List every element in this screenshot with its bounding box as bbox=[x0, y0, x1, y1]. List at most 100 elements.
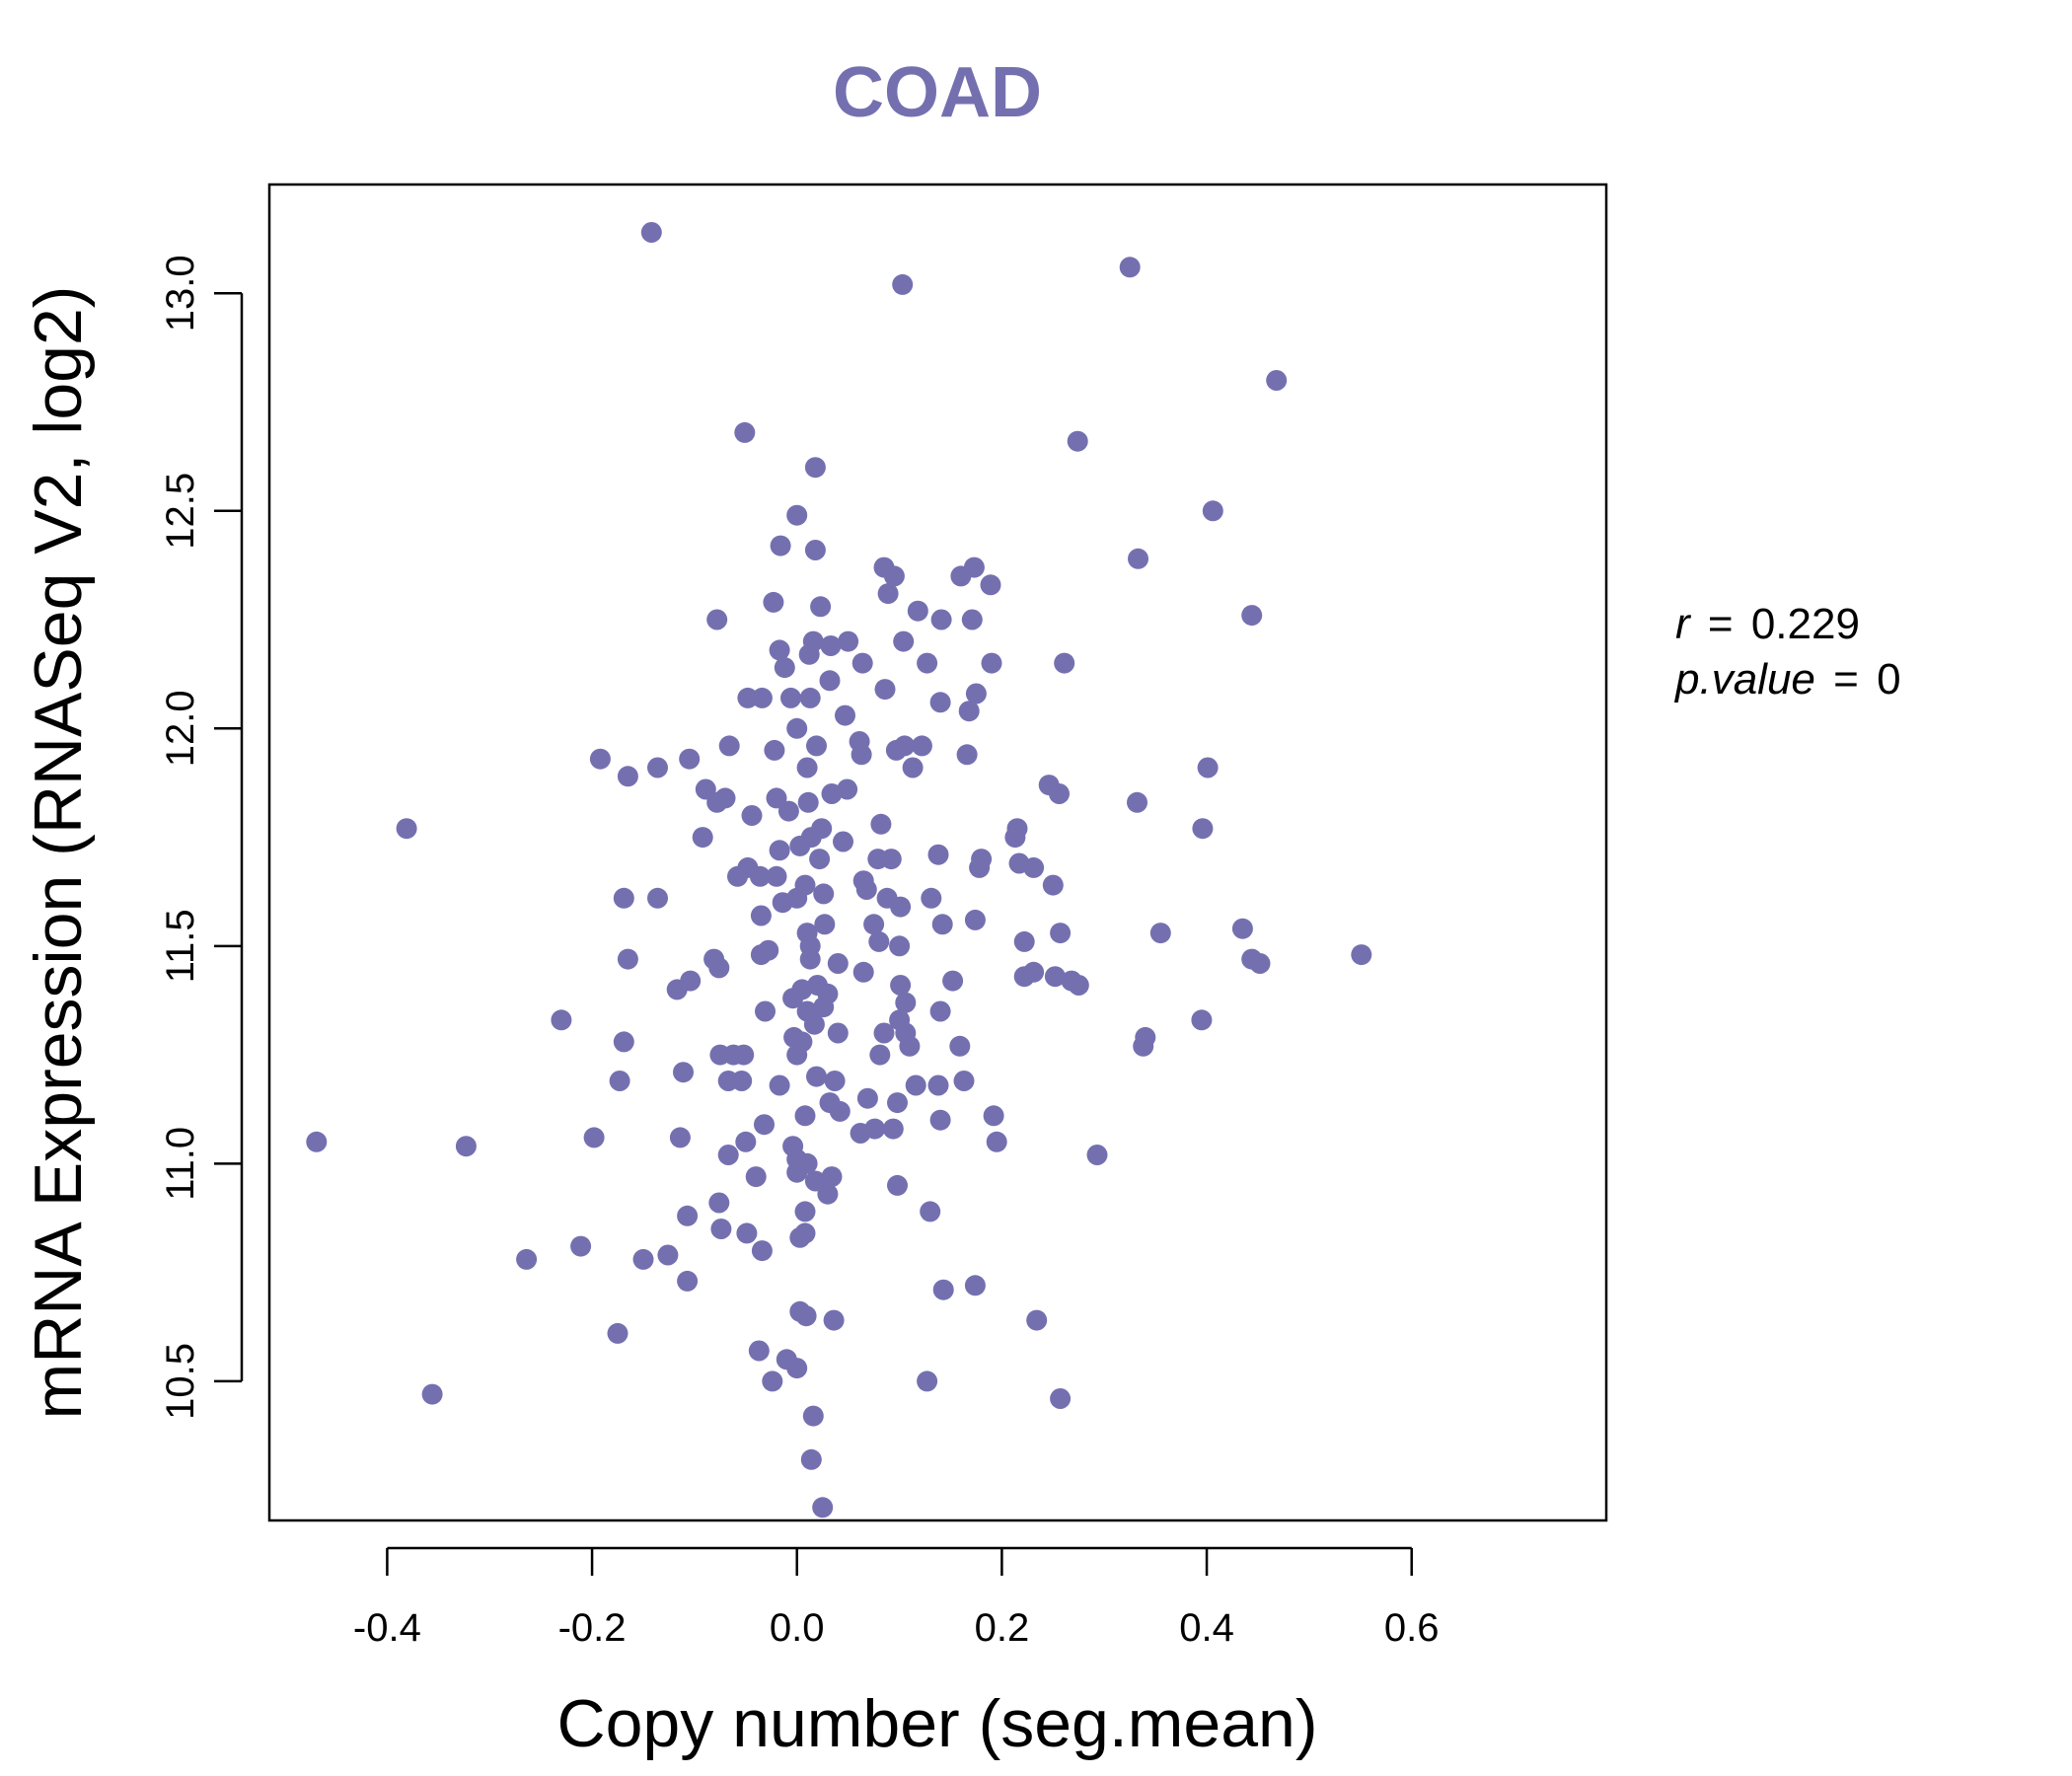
data-point bbox=[570, 1235, 592, 1257]
data-point bbox=[717, 1145, 739, 1165]
data-point bbox=[917, 652, 938, 674]
data-point bbox=[895, 992, 917, 1013]
data-point bbox=[1191, 1009, 1213, 1031]
x-tick-label: 0.2 bbox=[975, 1606, 1030, 1650]
data-point bbox=[827, 1022, 849, 1044]
data-point bbox=[965, 683, 987, 704]
data-point bbox=[770, 535, 791, 556]
data-point bbox=[956, 744, 978, 766]
data-point bbox=[950, 565, 972, 587]
r-symbol: r bbox=[1675, 600, 1692, 648]
data-point bbox=[882, 1118, 904, 1140]
data-point bbox=[745, 1166, 767, 1188]
data-point bbox=[763, 591, 784, 613]
data-point bbox=[827, 953, 849, 974]
data-point bbox=[737, 687, 759, 708]
data-point bbox=[755, 1000, 776, 1022]
data-point bbox=[1197, 757, 1219, 778]
data-point bbox=[786, 1161, 808, 1183]
chart-title: COAD bbox=[833, 53, 1042, 132]
data-point bbox=[749, 865, 771, 887]
data-point bbox=[920, 1201, 941, 1222]
data-point bbox=[727, 865, 748, 887]
data-point bbox=[929, 1000, 951, 1022]
data-point bbox=[1013, 966, 1035, 988]
data-point bbox=[769, 840, 790, 861]
data-point bbox=[929, 1109, 951, 1131]
data-point bbox=[814, 914, 836, 935]
data-point bbox=[589, 748, 611, 770]
x-axis: -0.4 -0.2 0.0 0.2 0.4 0.6 bbox=[353, 1546, 1440, 1650]
data-point bbox=[890, 975, 912, 996]
data-point bbox=[964, 1275, 986, 1296]
data-point bbox=[821, 783, 843, 804]
y-tick-label: 12.5 bbox=[159, 473, 202, 550]
data-point bbox=[838, 630, 859, 652]
data-point bbox=[1042, 874, 1064, 896]
data-point bbox=[823, 1309, 845, 1331]
data-point bbox=[810, 596, 832, 618]
data-point bbox=[706, 609, 728, 630]
data-point bbox=[899, 1035, 921, 1057]
data-point bbox=[1119, 257, 1141, 278]
data-point bbox=[679, 748, 701, 770]
data-point bbox=[769, 639, 790, 661]
data-point bbox=[666, 979, 688, 1000]
data-point bbox=[931, 914, 953, 935]
data-point bbox=[958, 701, 980, 722]
data-point bbox=[1050, 1388, 1072, 1409]
data-point bbox=[708, 957, 730, 979]
data-point bbox=[851, 652, 873, 674]
data-point bbox=[821, 1166, 843, 1188]
data-point bbox=[1128, 548, 1148, 569]
data-point bbox=[1067, 430, 1088, 452]
data-point bbox=[1266, 370, 1288, 391]
data-point bbox=[796, 757, 818, 778]
data-point bbox=[817, 1183, 839, 1205]
data-point bbox=[766, 787, 787, 809]
data-point bbox=[806, 735, 827, 757]
data-point bbox=[1149, 923, 1171, 944]
data-point bbox=[813, 997, 835, 1018]
data-point bbox=[819, 670, 841, 692]
data-point bbox=[1054, 652, 1075, 674]
data-point bbox=[786, 887, 808, 909]
data-point bbox=[932, 1279, 954, 1300]
data-point bbox=[804, 540, 826, 560]
data-point bbox=[669, 1127, 691, 1148]
data-point bbox=[887, 1092, 908, 1114]
data-point bbox=[1049, 783, 1070, 804]
data-point bbox=[907, 600, 928, 622]
data-point bbox=[789, 835, 811, 856]
data-point bbox=[421, 1383, 443, 1405]
data-point bbox=[677, 1270, 699, 1292]
data-point bbox=[789, 1226, 811, 1248]
data-point bbox=[710, 1219, 732, 1239]
data-point bbox=[877, 583, 899, 605]
p-value-statistic: p.value = 0 bbox=[1673, 655, 1901, 703]
p-symbol: p.value bbox=[1673, 655, 1815, 703]
data-point bbox=[750, 905, 772, 926]
data-point bbox=[870, 813, 892, 835]
x-tick-label: -0.4 bbox=[353, 1606, 421, 1650]
data-point bbox=[890, 896, 912, 918]
data-point bbox=[795, 1305, 817, 1327]
data-point bbox=[782, 988, 804, 1009]
data-point bbox=[396, 818, 417, 840]
data-point bbox=[812, 1497, 834, 1518]
data-points bbox=[306, 222, 1372, 1518]
p-value: 0 bbox=[1877, 655, 1900, 703]
data-point bbox=[873, 1022, 895, 1044]
data-point bbox=[708, 1192, 730, 1214]
y-tick-label: 12.0 bbox=[159, 690, 202, 767]
data-point bbox=[1044, 966, 1066, 988]
data-point bbox=[766, 865, 787, 887]
y-tick-label: 10.5 bbox=[159, 1343, 202, 1420]
plot-frame bbox=[267, 183, 1608, 1522]
data-point bbox=[927, 844, 949, 865]
data-point bbox=[800, 1448, 822, 1470]
data-point bbox=[1351, 944, 1372, 966]
data-point bbox=[927, 1074, 949, 1096]
data-point bbox=[1202, 500, 1223, 522]
data-point bbox=[833, 831, 853, 852]
